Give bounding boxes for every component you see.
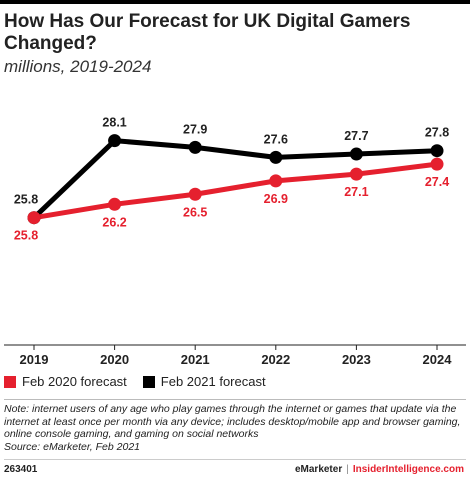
legend-item-feb-2021: Feb 2021 forecast <box>142 374 266 389</box>
brand-insiderintelligence: InsiderIntelligence.com <box>352 464 464 475</box>
series-0-point-2022 <box>269 174 283 188</box>
chart-subtitle: millions, 2019-2024 <box>4 57 152 76</box>
data-label-0-2024: 27.4 <box>425 175 449 189</box>
data-label-1-2019: 25.8 <box>14 193 38 207</box>
line-chart: 2019 2020 2021 2022 2023 2024 25.8 26.2 26.5 26.9… <box>4 116 466 367</box>
series-1-point-2020 <box>108 134 122 148</box>
series-0-point-2019 <box>27 211 41 225</box>
series-line-1 <box>32 138 438 220</box>
brand-emarketer: eMarketer <box>294 464 343 475</box>
chart-legend: Feb 2020 forecast Feb 2021 forecast <box>4 374 282 389</box>
x-tick-label-2023: 2023 <box>342 352 371 367</box>
data-label-1-2020: 28.1 <box>102 116 126 130</box>
data-label-1-2023: 27.7 <box>344 129 368 143</box>
brand-separator: | <box>346 464 349 475</box>
note-divider <box>4 399 466 400</box>
legend-label-feb-2021: Feb 2021 forecast <box>160 374 266 389</box>
series-0-point-2021 <box>188 187 202 201</box>
data-label-1-2021: 27.9 <box>183 122 207 136</box>
note-text: Note: internet users of any age who play… <box>4 403 461 440</box>
x-tick-label-2020: 2020 <box>100 352 129 367</box>
data-label-0-2019: 25.8 <box>14 229 38 243</box>
x-tick-label-2024: 2024 <box>423 352 453 367</box>
source-text: Source: eMarketer, Feb 2021 <box>4 440 140 453</box>
chart-title: How Has Our Forecast for UK Digital Game… <box>4 11 411 54</box>
legend-swatch-red <box>4 375 16 388</box>
series-1-point-2021 <box>188 140 202 154</box>
x-tick-label-2022: 2022 <box>261 352 290 367</box>
legend-label-feb-2020: Feb 2020 forecast <box>22 374 127 389</box>
data-label-0-2021: 26.5 <box>183 205 207 219</box>
data-label-0-2022: 26.9 <box>264 192 288 206</box>
footer-divider <box>4 459 466 460</box>
legend-swatch-black <box>142 375 155 388</box>
series-0-point-2020 <box>108 197 122 211</box>
data-label-0-2023: 27.1 <box>344 185 368 199</box>
data-label-1-2022: 27.6 <box>264 132 288 146</box>
series-line-0 <box>33 161 438 221</box>
data-label-1-2024: 27.8 <box>425 126 449 140</box>
chart-id: 263401 <box>4 464 38 475</box>
series-0-point-2024 <box>430 157 444 171</box>
series-1-point-2022 <box>269 150 283 164</box>
legend-item-feb-2020: Feb 2020 forecast <box>4 374 127 389</box>
footer-brand: eMarketer | InsiderIntelligence.com <box>295 464 464 475</box>
x-tick-label-2021: 2021 <box>181 352 210 367</box>
series-0-point-2023 <box>349 167 363 181</box>
data-label-0-2020: 26.2 <box>102 215 126 229</box>
series-1-point-2024 <box>430 144 444 158</box>
x-tick-label-2019: 2019 <box>20 352 49 367</box>
top-accent-bar <box>0 0 470 4</box>
chart-notes: Note: internet users of any age who play… <box>4 403 468 453</box>
series-1-point-2023 <box>349 147 363 161</box>
